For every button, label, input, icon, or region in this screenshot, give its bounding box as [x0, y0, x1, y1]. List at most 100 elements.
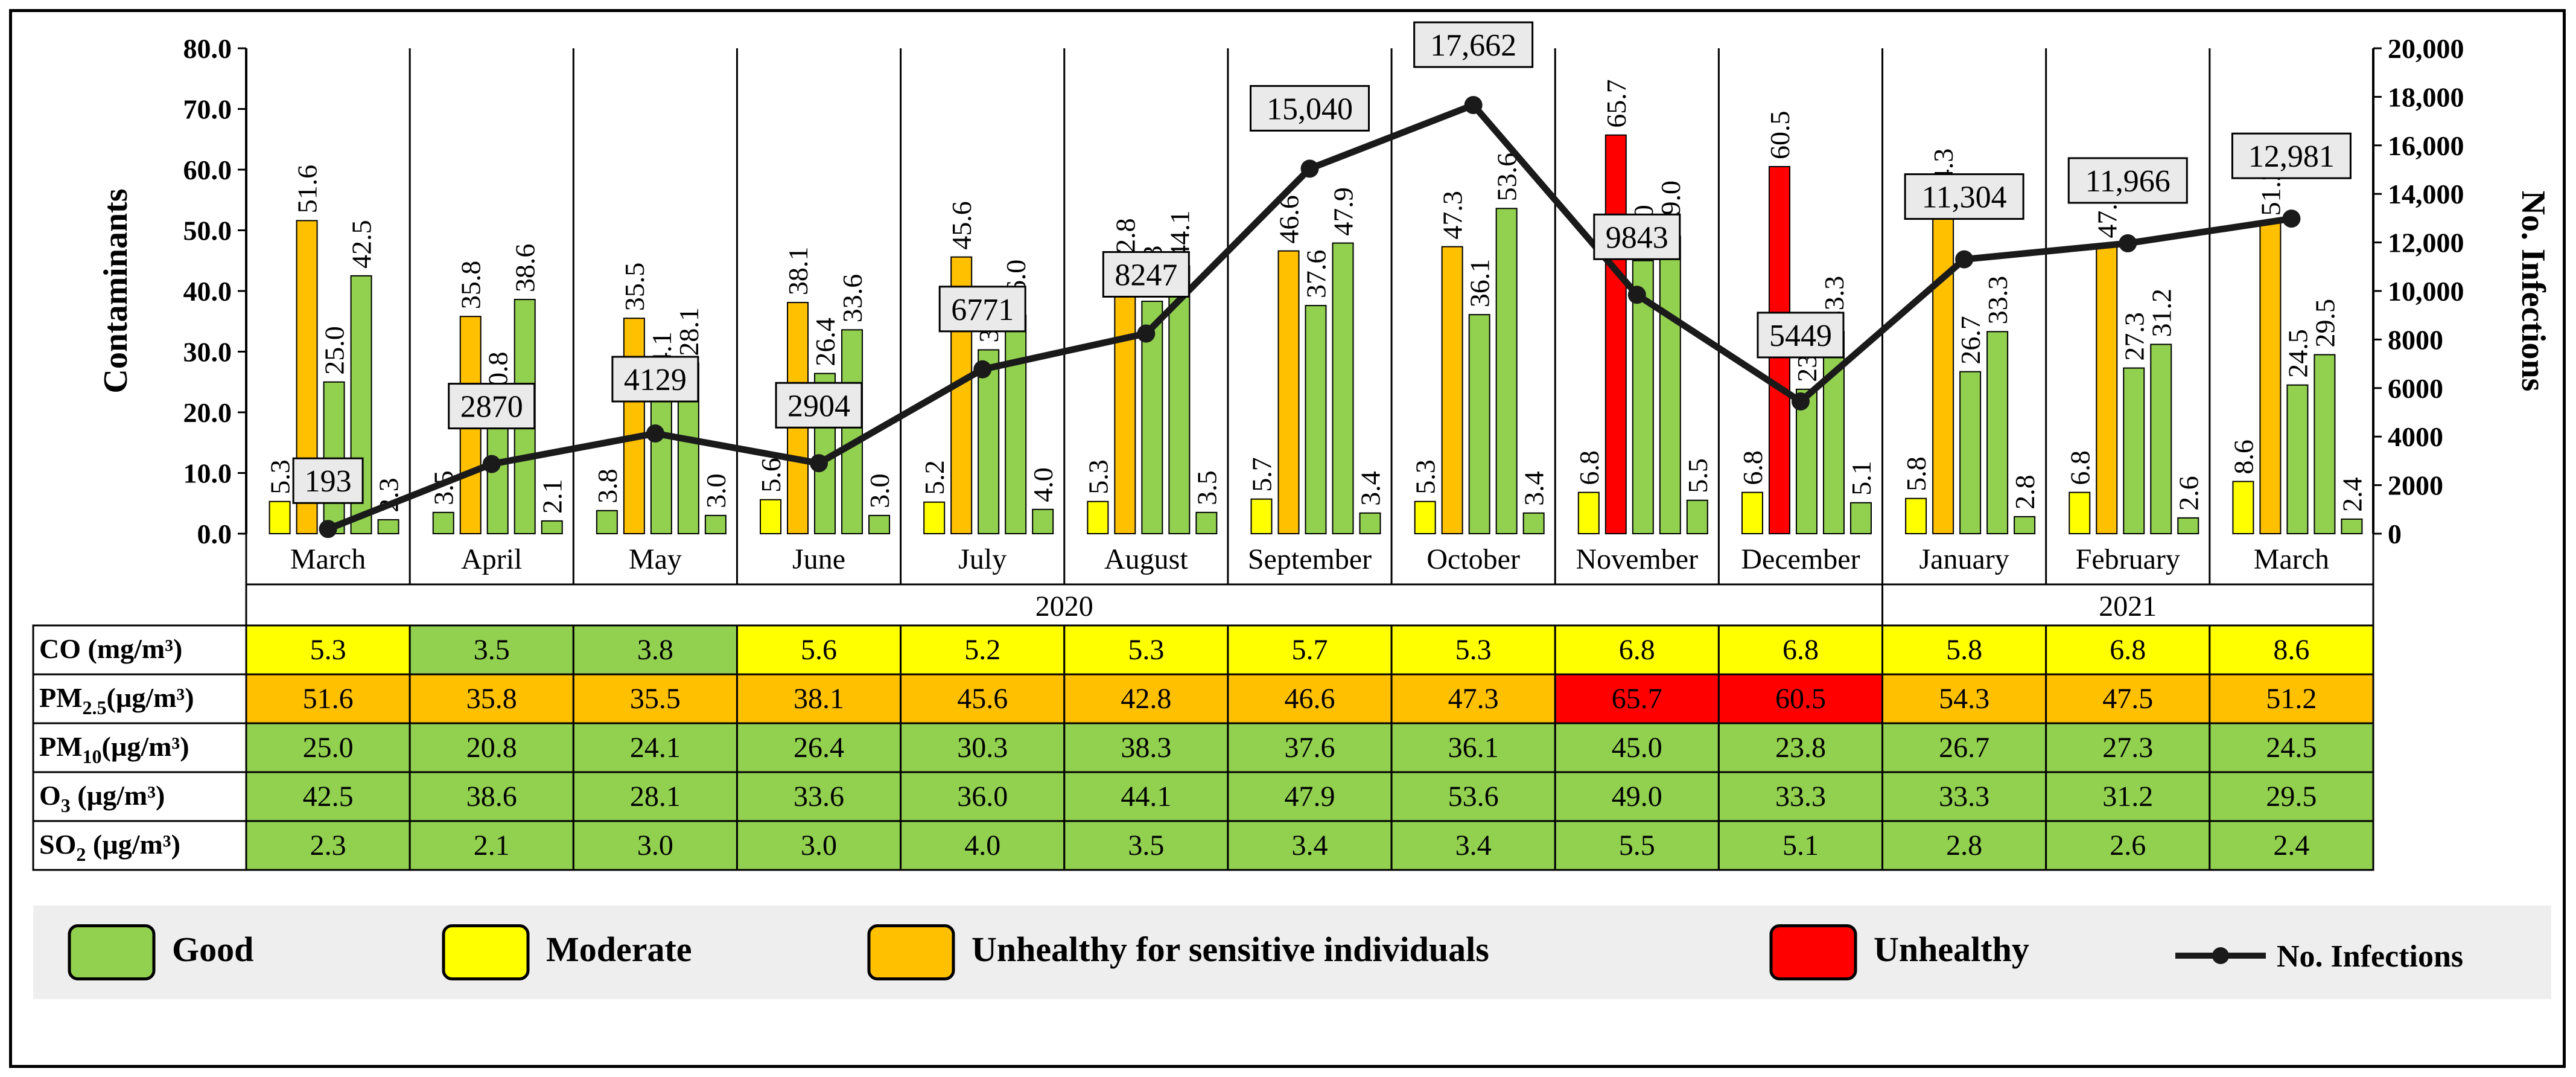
y-tick-label-right: 6000 [2388, 373, 2443, 404]
bar-value-label: 24.5 [2282, 329, 2313, 378]
table-cell [1717, 820, 1884, 871]
bar-value-label: 44.1 [1164, 210, 1195, 259]
month-label: June [792, 543, 845, 575]
table-cell [409, 624, 574, 676]
legend-label: Moderate [546, 930, 692, 969]
row-header-main: PM [39, 731, 83, 762]
table-row-header: O3 (µg/m³) [39, 780, 165, 816]
bar-value-label: 3.8 [592, 468, 623, 503]
table-cell [2045, 673, 2211, 724]
table-cell-value: 6.8 [2110, 634, 2146, 666]
bar-value-label: 35.8 [456, 261, 486, 310]
bar-value-label: 5.3 [1410, 459, 1441, 494]
bar [432, 511, 454, 535]
infection-label-box [775, 382, 863, 429]
infection-point [810, 454, 828, 473]
table-cell [1390, 673, 1556, 724]
table-cell-value: 5.8 [1946, 634, 1982, 666]
row-header-subscript: 10 [83, 746, 102, 767]
row-header-main: SO [39, 829, 76, 860]
table-cell-value: 2.3 [310, 829, 346, 861]
infection-label-box [292, 457, 364, 504]
table-cell-value: 65.7 [1612, 683, 1662, 715]
table-cell [1554, 771, 1720, 822]
infection-label-box [1413, 21, 1534, 68]
y-tick-label-left: 80.0 [183, 33, 232, 64]
bar [2286, 384, 2309, 535]
bar [1604, 134, 1627, 534]
table-cell-value: 46.6 [1285, 683, 1335, 715]
bar [1468, 314, 1490, 534]
table-cell [1063, 624, 1229, 676]
month-label: September [1248, 543, 1372, 575]
table-cell-value: 33.3 [1939, 781, 1989, 813]
bar [1659, 235, 1681, 534]
bar [1577, 491, 1600, 534]
bar [623, 318, 645, 534]
table-cell-value: 54.3 [1939, 683, 1989, 715]
y-tick-label-right: 16,000 [2388, 130, 2464, 161]
y-tick-label-right: 12,000 [2388, 228, 2464, 258]
table-cell [572, 624, 738, 676]
table-cell-value: 33.6 [793, 781, 844, 813]
bar [704, 514, 727, 534]
bar-value-label: 5.7 [1247, 457, 1277, 492]
month-label: March [290, 543, 366, 575]
row-header-unit: (µg/m³) [86, 829, 180, 860]
infection-point [1464, 95, 1483, 114]
table-cell [409, 673, 574, 724]
table-cell [1881, 624, 2047, 676]
table-cell-value: 36.1 [1448, 732, 1499, 764]
bar-value-label: 33.3 [1982, 276, 2013, 325]
infection-label-box [1102, 251, 1190, 298]
bar-value-label: 5.8 [1901, 456, 1932, 491]
table-cell-value: 38.3 [1121, 732, 1171, 764]
table-cell [736, 820, 902, 871]
table-cell [1554, 722, 1720, 773]
month-label: April [461, 543, 522, 575]
bar-value-label: 51.6 [292, 165, 323, 214]
bar-value-label: 37.6 [1301, 250, 1332, 299]
infection-point [2119, 234, 2137, 252]
table-cell [572, 820, 738, 871]
table-cell [2045, 771, 2211, 822]
month-label: July [958, 543, 1007, 575]
infection-point [1137, 324, 1156, 343]
infection-point [2282, 209, 2301, 228]
table-cell-value: 26.7 [1939, 732, 1989, 764]
table-cell-value: 37.6 [1285, 732, 1335, 764]
bar-value-label: 38.1 [783, 247, 813, 296]
table-cell [1063, 673, 1229, 724]
month-label: January [1919, 543, 2009, 575]
bar-value-label: 3.4 [1355, 471, 1386, 506]
year-label: 2020 [1035, 590, 1093, 622]
infection-point [482, 455, 501, 473]
legend-label: Good [172, 930, 253, 969]
row-header-unit: (µg/m³) [71, 780, 165, 811]
legend-swatch [1769, 924, 1857, 980]
infection-label-box [1250, 85, 1370, 132]
bar [1441, 246, 1463, 534]
row-header-subscript: 3 [61, 794, 71, 816]
table-cell-value: 3.0 [637, 829, 673, 861]
table-cell-value: 2.1 [474, 829, 510, 861]
row-header-main: O [39, 780, 61, 811]
table-cell [409, 820, 574, 871]
table-cell-value: 47.3 [1448, 683, 1499, 715]
bar [2232, 481, 2254, 535]
infection-label: 9843 [1606, 220, 1668, 255]
bar [978, 349, 1000, 534]
table-cell-value: 5.3 [310, 634, 346, 666]
bar [1005, 315, 1027, 534]
bar-value-label: 3.0 [701, 473, 731, 508]
table-cell [245, 624, 411, 676]
y-tick-label-left: 20.0 [183, 397, 232, 428]
table-cell-value: 51.6 [303, 683, 354, 715]
infection-label: 193 [305, 464, 352, 499]
table-cell [245, 820, 411, 871]
bar-value-label: 31.2 [2146, 289, 2177, 337]
table-cell-value: 42.5 [303, 781, 354, 813]
bar-value-label: 6.8 [1737, 450, 1768, 485]
bar [1414, 500, 1436, 534]
bar-value-label: 6.8 [1574, 450, 1604, 485]
